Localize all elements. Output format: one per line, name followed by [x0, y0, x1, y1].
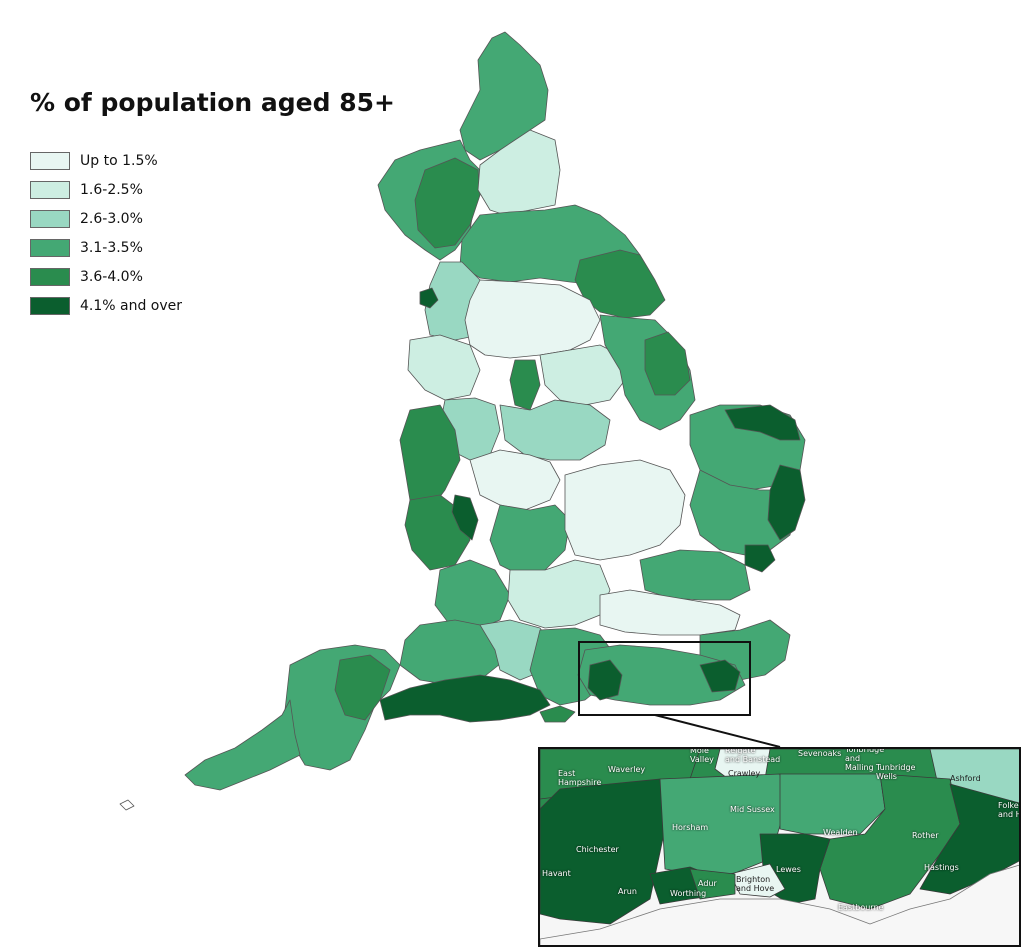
legend-label: Up to 1.5% — [80, 152, 158, 169]
region-west-midlands[interactable] — [469, 449, 561, 511]
region-cornwall[interactable] — [184, 699, 301, 791]
inset-label-havant: Havant — [542, 869, 571, 878]
inset-label-crawley: Crawley — [728, 769, 761, 778]
region-suffolk[interactable] — [689, 469, 796, 556]
region-west-yorkshire[interactable] — [464, 279, 601, 359]
legend-item-2-6-3-0: 2.6-3.0% — [30, 204, 182, 233]
legend-item-3-1-3-5: 3.1-3.5% — [30, 233, 182, 262]
region-rother[interactable] — [699, 659, 741, 693]
region-warwickshire[interactable] — [489, 504, 571, 576]
inset-sea — [540, 864, 1019, 945]
inset-label-mole-valley: Mole Valley — [690, 747, 714, 764]
inset-label-brighton: Brighton and Hove — [736, 875, 775, 893]
region-cambridgeshire[interactable] — [564, 459, 686, 561]
region-north-norfolk[interactable] — [724, 404, 801, 441]
legend-item-1-6-2-5: 1.6-2.5% — [30, 175, 182, 204]
region-malvern-hills[interactable] — [451, 494, 479, 541]
inset-label-reigate: Reigate and Banstead — [725, 747, 781, 764]
region-east-devon[interactable] — [334, 654, 391, 721]
region-gloucestershire[interactable] — [434, 559, 511, 631]
inset-label-adur: Adur — [698, 879, 717, 888]
inset-label-eastbourne: Eastbourne — [838, 903, 884, 912]
region-chichester[interactable] — [587, 659, 623, 701]
legend-label: 1.6-2.5% — [80, 181, 143, 198]
inset-callout-box — [578, 641, 751, 716]
region-eden[interactable] — [414, 157, 481, 249]
inset-label-tonbridge: Tonbridge and Malling — [845, 747, 885, 772]
region-isles-of-scilly[interactable] — [119, 799, 135, 811]
legend-swatch — [30, 151, 70, 170]
region-merseyside[interactable] — [407, 334, 481, 401]
region-london[interactable] — [599, 589, 741, 636]
inset-label-wealden: Wealden — [823, 828, 858, 837]
region-tyne-durham[interactable] — [477, 129, 561, 216]
inset-label-worthing: Worthing — [670, 889, 707, 898]
region-wyre[interactable] — [419, 287, 439, 309]
region-tendring[interactable] — [744, 544, 776, 573]
inset-label-folkestone: Folke and H — [998, 801, 1019, 819]
legend-swatch — [30, 296, 70, 315]
inset-adur-worthing[interactable] — [689, 868, 736, 900]
region-oxfordshire[interactable] — [507, 559, 611, 629]
region-derbyshire[interactable] — [499, 399, 611, 461]
legend-swatch — [30, 180, 70, 199]
inset-label-sevenoaks: Sevenoaks — [798, 749, 842, 758]
region-staffordshire-moorlands[interactable] — [509, 359, 541, 411]
inset-label-arun: Arun — [618, 887, 637, 896]
inset-label-east-hampshire: East Hampshire — [558, 769, 602, 787]
inset-label-lewes: Lewes — [776, 865, 801, 874]
region-dorset[interactable] — [379, 674, 551, 723]
inset-map: Waverley East Hampshire Mole Valley Reig… — [538, 747, 1021, 947]
region-essex[interactable] — [639, 549, 751, 601]
inset-mid-sussex[interactable] — [779, 773, 886, 835]
inset-label-horsham: Horsham — [672, 823, 709, 832]
inset-brighton[interactable] — [729, 863, 786, 898]
region-east-lindsey[interactable] — [644, 331, 691, 396]
inset-label-chichester: Chichester — [576, 845, 619, 854]
legend-swatch — [30, 209, 70, 228]
legend-item-3-6-4-0: 3.6-4.0% — [30, 262, 182, 291]
legend-label: 3.1-3.5% — [80, 239, 143, 256]
region-isle-of-wight[interactable] — [539, 705, 576, 723]
legend-swatch — [30, 267, 70, 286]
legend-label: 3.6-4.0% — [80, 268, 143, 285]
legend-label: 4.1% and over — [80, 297, 183, 314]
legend-title: % of population aged 85+ — [30, 88, 395, 117]
inset-label-ashford: Ashford — [950, 774, 981, 783]
legend-item-4-1-and-over: 4.1% and over — [30, 291, 182, 320]
region-south-yorkshire[interactable] — [539, 344, 626, 406]
legend: Up to 1.5% 1.6-2.5% 2.6-3.0% 3.1-3.5% 3.… — [30, 146, 182, 320]
inset-label-hastings: Hastings — [924, 863, 959, 872]
inset-map-svg — [540, 749, 1021, 945]
inset-label-tunbridge-wells: Tunbridge Wells — [876, 763, 916, 781]
region-sussex[interactable] — [577, 644, 746, 706]
legend-swatch — [30, 238, 70, 257]
legend-item-up-to-1-5: Up to 1.5% — [30, 146, 182, 175]
inset-label-waverley: Waverley — [608, 765, 646, 774]
legend-label: 2.6-3.0% — [80, 210, 143, 227]
inset-label-rother: Rother — [912, 831, 939, 840]
inset-rother[interactable] — [919, 783, 1021, 895]
inset-connector — [654, 714, 781, 748]
region-suffolk-coastal[interactable] — [767, 464, 806, 541]
inset-label-mid-sussex: Mid Sussex — [730, 805, 775, 814]
region-east-riding[interactable] — [574, 249, 666, 319]
